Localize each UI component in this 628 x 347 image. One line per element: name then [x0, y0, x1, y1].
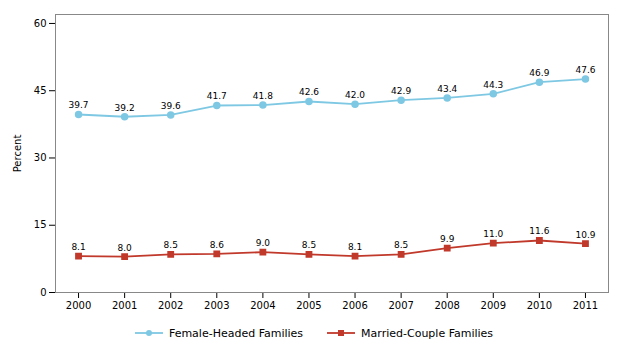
- html-text:Married-Couple Families: Married-Couple Families: [361, 326, 494, 340]
- svg-text:47.6: 47.6: [575, 65, 595, 75]
- svg-text:42.0: 42.0: [345, 90, 365, 100]
- svg-text:11.6: 11.6: [529, 226, 549, 236]
- svg-text:2004: 2004: [250, 300, 275, 311]
- svg-text:2000: 2000: [66, 300, 91, 311]
- svg-text:8.5: 8.5: [302, 240, 316, 250]
- svg-text:2003: 2003: [204, 300, 229, 311]
- svg-text:9.9: 9.9: [440, 234, 455, 244]
- svg-text:2010: 2010: [527, 300, 552, 311]
- svg-text:39.7: 39.7: [69, 100, 89, 110]
- svg-text:46.9: 46.9: [529, 68, 549, 78]
- svg-text:8.5: 8.5: [164, 240, 178, 250]
- svg-text:41.8: 41.8: [253, 91, 273, 101]
- svg-text:44.3: 44.3: [483, 80, 503, 90]
- svg-text:2011: 2011: [573, 300, 598, 311]
- svg-text:41.7: 41.7: [207, 91, 227, 101]
- svg-text:10.9: 10.9: [575, 230, 595, 240]
- svg-text:8.6: 8.6: [210, 240, 225, 250]
- svg-text:60: 60: [34, 18, 47, 29]
- svg-text:8.5: 8.5: [394, 240, 408, 250]
- svg-text:42.6: 42.6: [299, 87, 319, 97]
- svg-text:39.2: 39.2: [115, 103, 135, 113]
- svg-text:8.1: 8.1: [71, 242, 85, 252]
- svg-text:39.6: 39.6: [161, 101, 181, 111]
- svg-text:2009: 2009: [481, 300, 506, 311]
- svg-text:8.1: 8.1: [348, 242, 362, 252]
- svg-text:0: 0: [40, 287, 46, 298]
- svg-text:9.0: 9.0: [256, 238, 271, 248]
- html-text:Female-Headed Families: Female-Headed Families: [168, 326, 304, 340]
- svg-text:Percent: Percent: [12, 135, 23, 173]
- svg-text:30: 30: [34, 152, 47, 163]
- svg-text:11.0: 11.0: [483, 229, 503, 239]
- svg-text:2001: 2001: [112, 300, 137, 311]
- svg-text:42.9: 42.9: [391, 86, 411, 96]
- svg-text:8.0: 8.0: [117, 243, 132, 253]
- svg-text:2008: 2008: [434, 300, 459, 311]
- svg-text:2007: 2007: [388, 300, 413, 311]
- svg-text:45: 45: [34, 85, 47, 96]
- svg-text:2002: 2002: [158, 300, 183, 311]
- svg-text:2006: 2006: [342, 300, 367, 311]
- svg-text:2005: 2005: [296, 300, 321, 311]
- svg-text:15: 15: [34, 219, 47, 230]
- svg-text:43.4: 43.4: [437, 84, 457, 94]
